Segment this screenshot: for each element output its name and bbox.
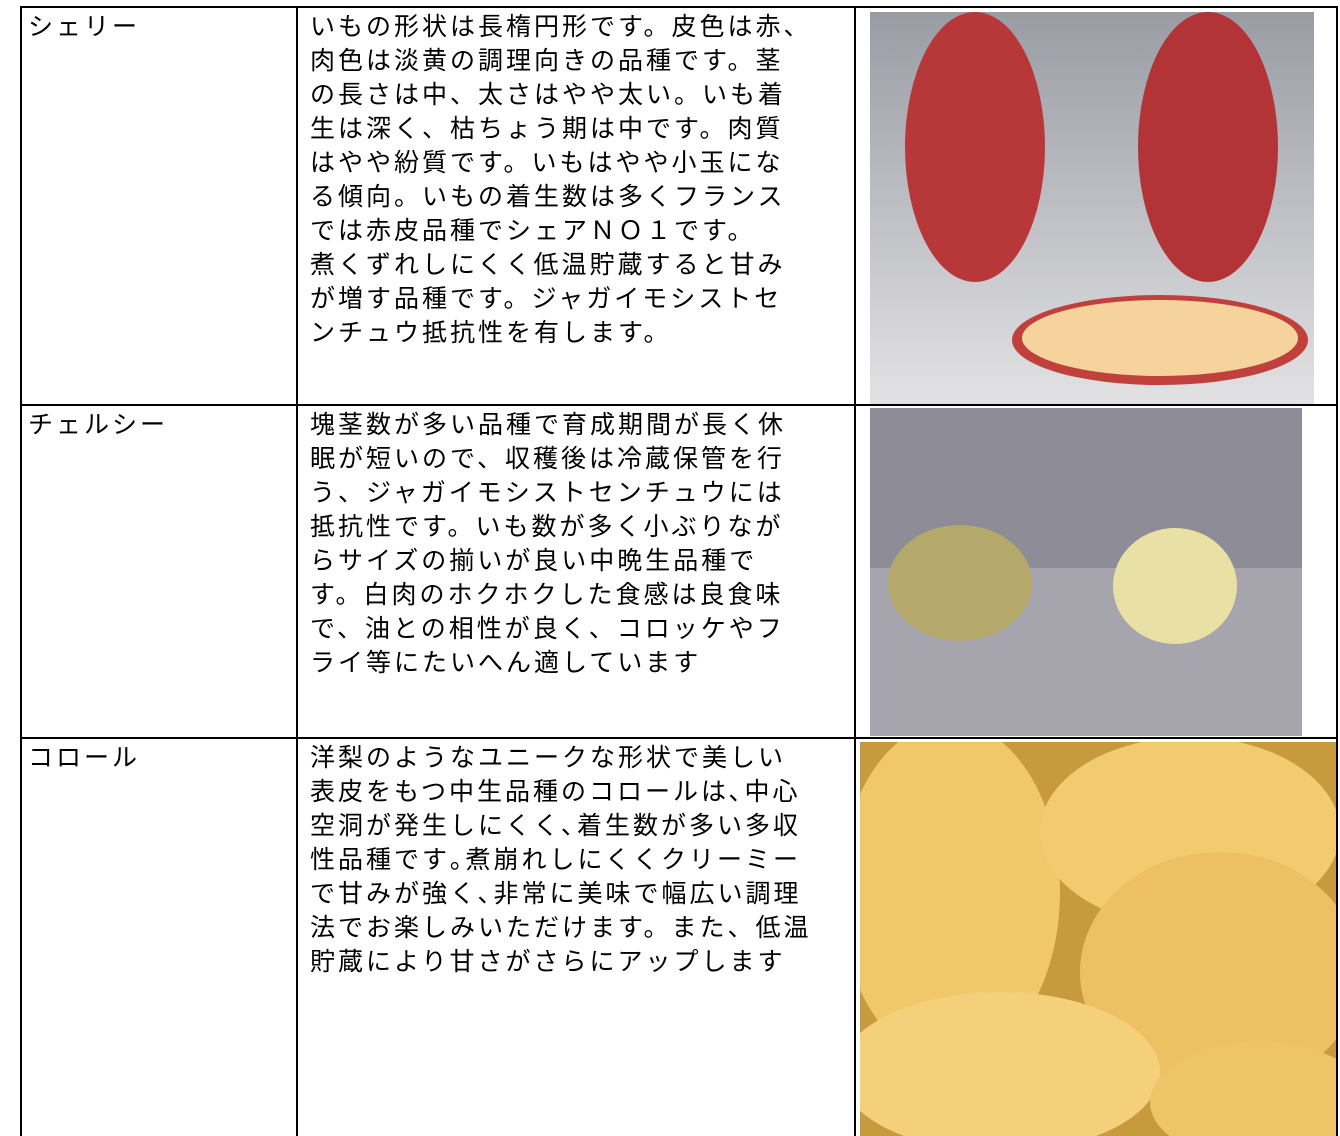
photo-chelsea	[870, 408, 1302, 736]
description-line: る傾向。いもの着生数は多くフランス	[310, 182, 786, 211]
description-line: ンチュウ抵抗性を有します。	[310, 318, 672, 347]
description-line: 抵抗性です。いも数が多く小ぶりなが	[310, 512, 784, 541]
description-line: 洋梨のようなユニークな形状で美しい	[310, 743, 787, 772]
description-line: 肉色は淡黄の調理向きの品種です。茎	[310, 46, 784, 75]
border	[1336, 6, 1338, 1136]
description-line: 生は深く、枯ちょう期は中です。肉質	[310, 114, 784, 143]
variety-name: チェルシー	[28, 410, 169, 439]
description-line: はやや紛質です。いもはやや小玉にな	[310, 148, 784, 177]
border	[20, 6, 22, 1136]
border	[854, 6, 856, 1136]
description-line: で甘みが強く､非常に美味で幅広い調理	[310, 879, 802, 908]
description-line: で、油との相性が良く、コロッケやフ	[310, 614, 785, 643]
description-line: いもの形状は長楕円形です。皮色は赤、	[310, 12, 812, 41]
description-line: す。白肉のホクホクした食感は良食味	[310, 580, 784, 609]
description-line: ライ等にたいへん適しています	[310, 648, 702, 677]
border	[20, 404, 1338, 406]
photo-sherry	[870, 12, 1314, 404]
description-line: 性品種です｡煮崩れしにくくクリーミー	[310, 845, 802, 874]
description-line: 塊茎数が多い品種で育成期間が長く休	[310, 410, 787, 439]
description-line: 表皮をもつ中生品種のコロールは､中心	[310, 777, 801, 806]
description-line: 煮くずれしにくく低温貯蔵すると甘み	[310, 250, 786, 279]
border	[296, 6, 298, 1136]
description-line: 法でお楽しみいただけます。また、低温	[310, 913, 812, 942]
description-line: 貯蔵により甘さがさらにアップします	[310, 947, 786, 976]
description-line: の長さは中、太さはやや太い。いも着	[310, 80, 787, 109]
description-line: では赤皮品種でシェアＮＯ１です。	[310, 216, 756, 245]
description-line: 空洞が発生しにくく､着生数が多い多収	[310, 811, 802, 840]
photo-colorl	[860, 742, 1336, 1136]
description-line: う、ジャガイモシストセンチュウには	[310, 478, 785, 507]
variety-name: シェリー	[28, 12, 141, 41]
description-line: らサイズの揃いが良い中晩生品種で	[310, 546, 758, 575]
description-line: が増す品種です。ジャガイモシストセ	[310, 284, 783, 313]
description-line: 眠が短いので、収穫後は冷蔵保管を行	[310, 444, 786, 473]
border	[20, 737, 1338, 739]
variety-name: コロール	[28, 743, 141, 772]
border	[20, 6, 1338, 8]
